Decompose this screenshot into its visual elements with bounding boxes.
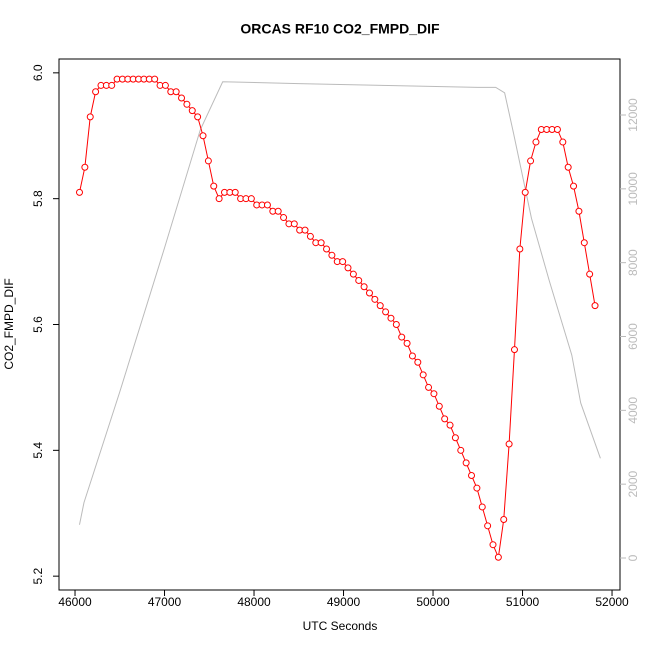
data-point xyxy=(317,239,325,247)
y2-tick-label: 12000 xyxy=(626,98,640,132)
data-point xyxy=(510,346,518,354)
y2-tick-label: 2000 xyxy=(626,470,640,497)
data-point xyxy=(349,270,357,278)
data-point xyxy=(468,471,476,479)
x-axis-label: UTC Seconds xyxy=(303,619,378,633)
data-point xyxy=(408,352,416,360)
data-point xyxy=(478,503,486,511)
data-point xyxy=(586,270,594,278)
data-point xyxy=(371,295,379,303)
data-point xyxy=(516,245,524,253)
data-point xyxy=(274,207,282,215)
data-point xyxy=(387,314,395,322)
data-point xyxy=(591,302,599,310)
data-point xyxy=(414,358,422,366)
y-tick-label: 5.2 xyxy=(31,567,45,584)
chart-title: ORCAS RF10 CO2_FMPD_DIF xyxy=(240,21,440,37)
data-point xyxy=(430,390,438,398)
data-point xyxy=(425,383,433,391)
data-point xyxy=(532,138,540,146)
y2-tick-label: 10000 xyxy=(626,172,640,206)
data-point xyxy=(204,157,212,165)
data-point xyxy=(344,264,352,272)
data-point xyxy=(280,214,288,222)
y-tick-label: 5.4 xyxy=(31,442,45,459)
data-point xyxy=(161,81,169,89)
data-point xyxy=(355,276,363,284)
y-tick-label: 5.8 xyxy=(31,190,45,207)
data-point xyxy=(403,339,411,347)
data-point xyxy=(505,440,513,448)
data-point xyxy=(575,207,583,215)
data-point xyxy=(559,138,567,146)
y2-tick-label: 4000 xyxy=(626,397,640,424)
data-point xyxy=(580,239,588,247)
data-point xyxy=(527,157,535,165)
data-point xyxy=(494,553,502,561)
y2-tick-label: 0 xyxy=(626,554,640,561)
data-point xyxy=(290,220,298,228)
data-point xyxy=(108,81,116,89)
data-point xyxy=(376,302,384,310)
data-point xyxy=(553,125,561,133)
data-point xyxy=(188,107,196,115)
data-point xyxy=(328,251,336,259)
data-point xyxy=(435,402,443,410)
data-point xyxy=(451,434,459,442)
data-point xyxy=(263,201,271,209)
data-point xyxy=(473,484,481,492)
data-point xyxy=(178,94,186,102)
data-point xyxy=(489,541,497,549)
data-point xyxy=(339,258,347,266)
data-point xyxy=(247,195,255,203)
x-tick-label: 51000 xyxy=(506,595,540,609)
data-point xyxy=(570,182,578,190)
data-point xyxy=(457,446,465,454)
data-point xyxy=(521,188,529,196)
x-tick-label: 47000 xyxy=(148,595,182,609)
data-point xyxy=(564,163,572,171)
y-axis-label: CO2_FMPD_DIF xyxy=(2,278,16,369)
x-tick-label: 50000 xyxy=(416,595,450,609)
data-point xyxy=(365,289,373,297)
data-point xyxy=(86,113,94,121)
data-point xyxy=(500,516,508,524)
y-tick-label: 6.0 xyxy=(31,64,45,81)
data-point xyxy=(199,132,207,140)
data-point xyxy=(75,188,83,196)
data-point xyxy=(301,226,309,234)
data-point xyxy=(215,195,223,203)
data-point xyxy=(441,415,449,423)
data-point xyxy=(81,163,89,171)
data-point xyxy=(419,371,427,379)
data-point xyxy=(92,88,100,96)
data-point xyxy=(323,245,331,253)
data-point xyxy=(194,113,202,121)
data-point xyxy=(231,188,239,196)
y-tick-label: 5.6 xyxy=(31,316,45,333)
data-point xyxy=(360,283,368,291)
data-point xyxy=(462,459,470,467)
series-line xyxy=(79,81,601,525)
data-point xyxy=(151,75,159,83)
data-point xyxy=(172,88,180,96)
data-point xyxy=(382,308,390,316)
y2-tick-label: 6000 xyxy=(626,323,640,350)
data-point xyxy=(392,321,400,328)
data-point xyxy=(398,333,406,341)
data-point xyxy=(306,232,314,240)
x-tick-label: 52000 xyxy=(595,595,629,609)
y2-tick-label: 8000 xyxy=(626,249,640,276)
x-tick-label: 48000 xyxy=(237,595,271,609)
data-point xyxy=(484,522,492,530)
x-tick-label: 49000 xyxy=(327,595,361,609)
data-point xyxy=(446,421,454,429)
x-tick-label: 46000 xyxy=(58,595,92,609)
data-point xyxy=(183,100,191,108)
data-point xyxy=(210,182,218,190)
